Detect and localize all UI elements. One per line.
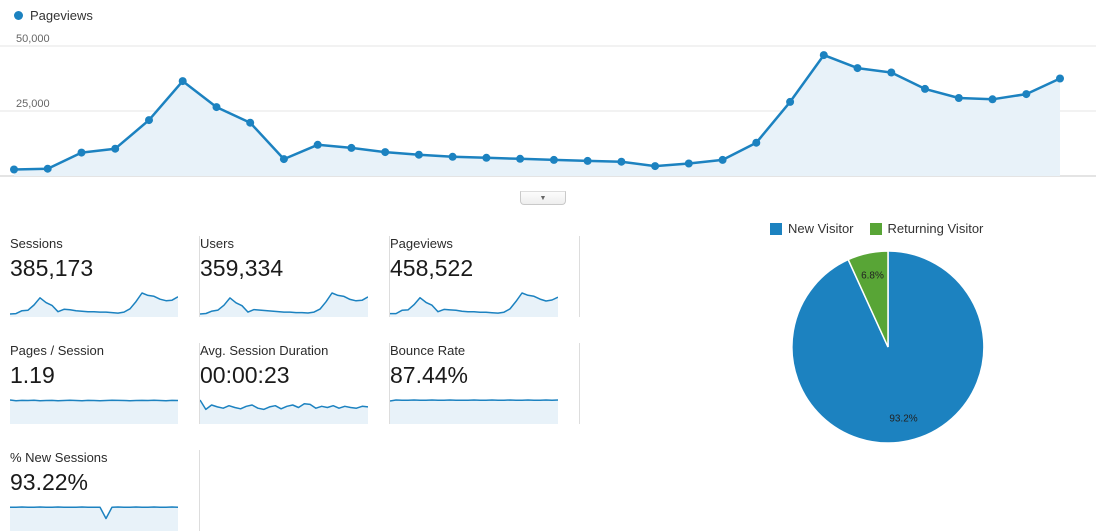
svg-text:6.8%: 6.8% — [861, 271, 884, 282]
metric-value: 1.19 — [10, 362, 55, 388]
metric-value: 385,173 — [10, 255, 94, 281]
pageviews-legend-label: Pageviews — [30, 8, 93, 23]
metric-value: 458,522 — [390, 255, 474, 281]
metric-card-pageviews: Pageviews 458,522 — [390, 236, 580, 317]
metric-label: % New Sessions — [10, 450, 108, 465]
chevron-down-icon: ▼ — [539, 194, 547, 202]
new-sessions-sparkline-chart — [10, 506, 178, 531]
visitor-type-pie-chart[interactable]: 93.2% 6.8% — [788, 247, 988, 447]
users-sparkline-chart — [200, 292, 368, 317]
returning-visitor-swatch — [869, 222, 882, 235]
metric-card-pages-per-session: Pages / Session 1.19 — [10, 343, 200, 424]
metric-card-avg-session-duration: Avg. Session Duration 00:00:23 — [200, 343, 390, 424]
metric-card-bounce-rate: Bounce Rate 87.44% — [390, 343, 580, 424]
new-visitor-swatch — [770, 222, 782, 235]
legend-label: New Visitor — [788, 221, 854, 236]
legend-item-new-visitor: New Visitor — [770, 221, 854, 236]
metric-label: Pageviews — [390, 236, 453, 251]
pages-per-session-sparkline-chart — [10, 399, 178, 424]
legend-label: Returning Visitor — [887, 221, 984, 236]
metric-label: Sessions — [10, 236, 63, 251]
visitor-pie-legend: New Visitor Returning Visitor — [770, 221, 983, 236]
pageviews-legend-dot — [14, 11, 23, 20]
timeline-legend: Pageviews — [14, 8, 93, 23]
legend-item-returning-visitor: Returning Visitor — [869, 221, 984, 236]
svg-text:50,000: 50,000 — [16, 33, 50, 45]
chart-collapse-button[interactable]: ▼ — [520, 191, 566, 205]
svg-text:93.2%: 93.2% — [889, 413, 917, 424]
pageviews-timeline-chart[interactable]: 50,000 25,000 — [0, 30, 1096, 182]
metric-label: Avg. Session Duration — [200, 343, 329, 358]
metric-card-users: Users 359,334 — [200, 236, 390, 317]
metric-card-new-sessions: % New Sessions 93.22% — [10, 450, 200, 531]
pageviews-sparkline-chart — [390, 292, 558, 317]
svg-text:25,000: 25,000 — [16, 98, 50, 110]
metrics-grid: Sessions 385,173 Users 359,334 Pageviews… — [10, 236, 580, 531]
metric-label: Pages / Session — [10, 343, 104, 358]
metric-value: 93.22% — [10, 469, 89, 495]
metric-label: Bounce Rate — [390, 343, 466, 358]
metric-value: 00:00:23 — [200, 362, 290, 388]
metric-label: Users — [200, 236, 234, 251]
metric-value: 359,334 — [200, 255, 284, 281]
sessions-sparkline-chart — [10, 292, 178, 317]
avg-session-duration-sparkline-chart — [200, 399, 368, 424]
bounce-rate-sparkline-chart — [390, 399, 558, 424]
metric-card-sessions: Sessions 385,173 — [10, 236, 200, 317]
metric-value: 87.44% — [390, 362, 469, 388]
